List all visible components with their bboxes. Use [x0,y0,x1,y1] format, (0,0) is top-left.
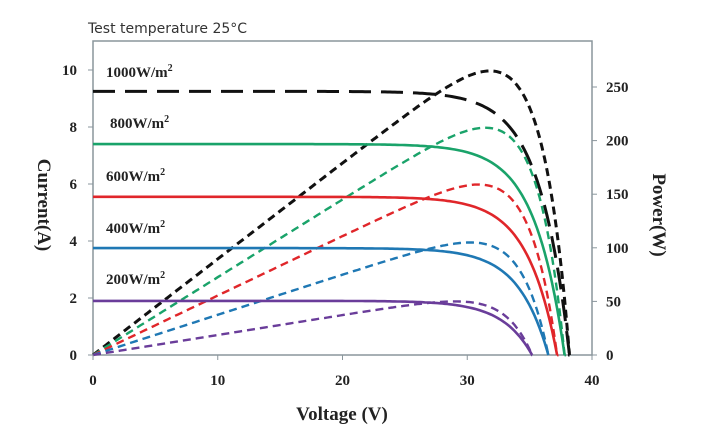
iv-curve-3 [93,195,559,357]
irradiance-label-sup: 2 [168,63,173,74]
irradiance-label-text: 800W/m [110,116,165,132]
x-tick-label: 30 [460,373,475,389]
irradiance-label-text: 600W/m [106,169,161,185]
x-axis-title: Voltage (V) [296,404,388,425]
iv-curve-5 [93,299,534,357]
iv-curve-2 [93,142,567,357]
x-tick-label: 40 [585,373,600,389]
irradiance-label-sup: 2 [160,167,165,178]
irradiance-label: 200W/m2 [106,270,165,288]
pv-curve-4 [92,241,550,357]
y2-tick-label: 250 [606,80,629,96]
pv-curve-1 [92,69,571,357]
y-tick-label: 6 [70,177,78,193]
y-tick-label: 8 [70,120,78,136]
chart-title: Test temperature 25°C [87,21,247,37]
iv-curve-1 [93,89,571,357]
irradiance-label-text: 400W/m [106,221,161,237]
irradiance-label: 1000W/m2 [106,63,173,81]
irradiance-label: 600W/m2 [106,167,165,185]
pv-curve-5 [92,300,534,357]
y2-tick-label: 100 [606,241,629,257]
irradiance-label-text: 1000W/m [106,65,168,81]
y-tick-label: 2 [70,291,78,307]
x-tick-label: 20 [335,373,350,389]
irradiance-label: 400W/m2 [106,219,165,237]
iv-curve-4 [93,246,550,356]
irradiance-label-sup: 2 [160,270,165,281]
y2-axis-title: Power(W) [648,173,669,256]
y-tick-label: 4 [70,234,78,250]
x-tick-label: 10 [210,373,225,389]
irradiance-label-text: 200W/m [106,272,161,288]
irradiance-label: 800W/m2 [110,114,169,132]
y2-tick-label: 150 [606,187,629,203]
y-tick-label: 10 [62,63,77,79]
y2-tick-label: 200 [606,134,629,150]
pv-curve-2 [92,126,566,357]
y-axis-title: Current(A) [33,159,54,252]
y-tick-label: 0 [70,348,78,364]
irradiance-label-sup: 2 [160,219,165,230]
irradiance-label-sup: 2 [164,114,169,125]
y2-tick-label: 50 [606,294,621,310]
x-tick-label: 0 [89,373,97,389]
y2-tick-label: 0 [606,348,614,364]
